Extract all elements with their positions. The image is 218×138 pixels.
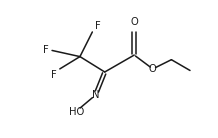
- Text: F: F: [43, 45, 49, 55]
- Text: F: F: [95, 21, 101, 31]
- Text: HO: HO: [69, 107, 85, 117]
- Text: F: F: [51, 70, 57, 80]
- Text: O: O: [130, 17, 138, 27]
- Text: O: O: [149, 64, 157, 74]
- Text: N: N: [92, 90, 99, 100]
